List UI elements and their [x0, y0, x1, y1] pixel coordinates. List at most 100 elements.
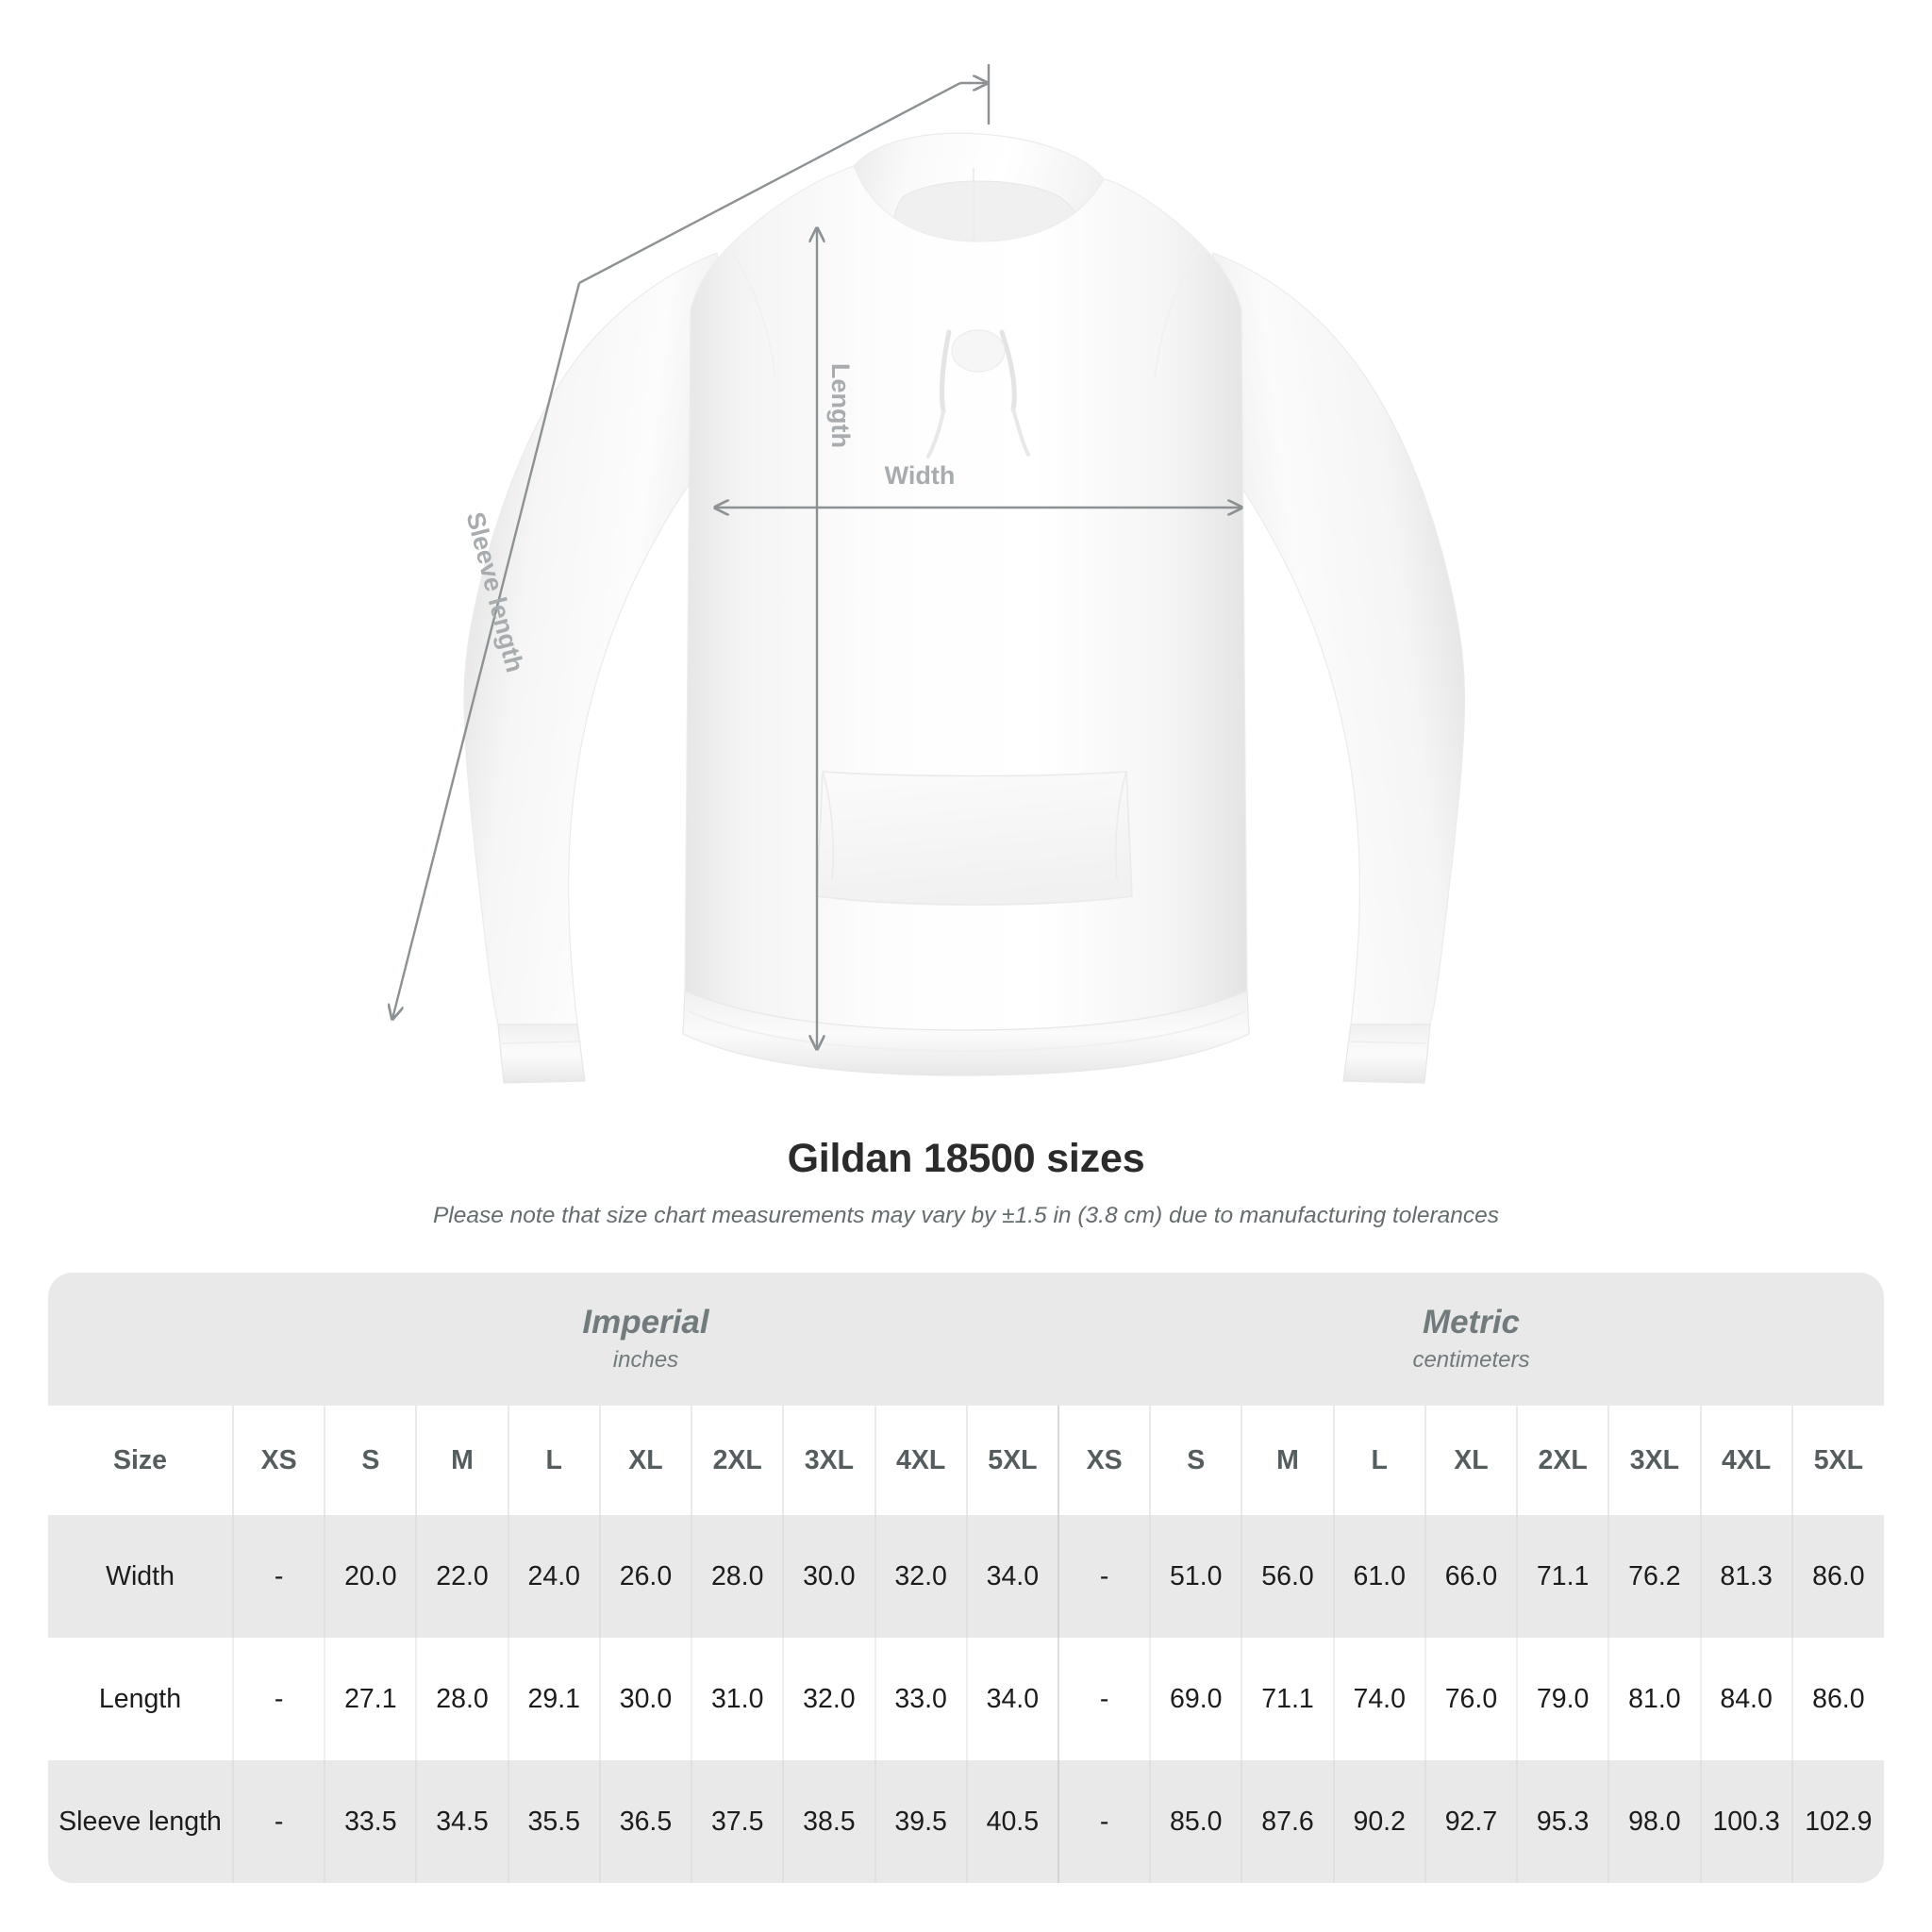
size-header-imperial-5xl: 5XL	[965, 1406, 1058, 1515]
cell-sleeve-imperial-s: 33.5	[324, 1760, 417, 1883]
cell-sleeve-imperial-xs: -	[231, 1760, 325, 1883]
size-header-imperial-xl: XL	[598, 1406, 692, 1515]
tolerance-note: Please note that size chart measurements…	[432, 1203, 1500, 1229]
width-label: Width	[885, 461, 956, 490]
cell-sleeve-metric-xs: -	[1057, 1760, 1151, 1883]
cell-length-metric-5xl: 86.0	[1790, 1638, 1884, 1760]
cell-width-imperial-l: 24.0	[507, 1515, 600, 1638]
size-header-imperial-m: M	[415, 1406, 508, 1515]
cell-width-imperial-5xl: 34.0	[965, 1515, 1058, 1638]
size-header-label: Size	[48, 1406, 233, 1515]
size-header-metric-l: L	[1332, 1406, 1425, 1515]
unit-sub-metric: centimeters	[1412, 1347, 1530, 1374]
cell-width-imperial-m: 22.0	[415, 1515, 508, 1638]
cell-length-metric-2xl: 79.0	[1516, 1638, 1609, 1760]
cell-length-imperial-xs: -	[231, 1638, 325, 1760]
cell-length-imperial-4xl: 33.0	[874, 1638, 967, 1760]
cell-width-metric-4xl: 81.3	[1699, 1515, 1792, 1638]
size-header-imperial-2xl: 2XL	[691, 1406, 784, 1515]
cell-length-metric-3xl: 81.0	[1607, 1638, 1701, 1760]
cell-length-imperial-5xl: 34.0	[965, 1638, 1058, 1760]
unit-name-imperial: Imperial	[582, 1303, 709, 1341]
cell-sleeve-imperial-xl: 36.5	[598, 1760, 692, 1883]
cell-length-metric-s: 69.0	[1149, 1638, 1242, 1760]
table-row: Width - 20.0 22.0 24.0 26.0 28.0 30.0 32…	[48, 1515, 1884, 1638]
unit-header-metric: Metric centimeters	[1058, 1273, 1884, 1406]
cell-length-imperial-m: 28.0	[415, 1638, 508, 1760]
cell-width-imperial-xl: 26.0	[598, 1515, 692, 1638]
cell-length-metric-m: 71.1	[1241, 1638, 1334, 1760]
cell-length-metric-l: 74.0	[1332, 1638, 1425, 1760]
size-header-metric-2xl: 2XL	[1516, 1406, 1609, 1515]
cell-length-metric-xs: -	[1057, 1638, 1151, 1760]
cell-sleeve-imperial-5xl: 40.5	[965, 1760, 1058, 1883]
garment-measurement-diagram: Length Width Sleeve length	[0, 64, 1466, 1084]
size-table: Imperial inches Metric centimeters Size …	[48, 1273, 1884, 1883]
cell-sleeve-metric-m: 87.6	[1241, 1760, 1334, 1883]
cell-width-metric-5xl: 86.0	[1790, 1515, 1884, 1638]
cell-sleeve-metric-2xl: 95.3	[1516, 1760, 1609, 1883]
cell-width-metric-m: 56.0	[1241, 1515, 1334, 1638]
cell-sleeve-imperial-l: 35.5	[507, 1760, 600, 1883]
measurement-annotations	[392, 64, 1241, 1049]
unit-header-spacer	[48, 1273, 233, 1406]
cell-sleeve-metric-4xl: 100.3	[1699, 1760, 1792, 1883]
row-label-width: Width	[48, 1515, 233, 1638]
size-header-imperial-3xl: 3XL	[782, 1406, 875, 1515]
cell-sleeve-metric-3xl: 98.0	[1607, 1760, 1701, 1883]
cell-sleeve-imperial-4xl: 39.5	[874, 1760, 967, 1883]
size-header-metric-s: S	[1149, 1406, 1242, 1515]
row-label-length: Length	[48, 1638, 233, 1760]
cell-sleeve-metric-5xl: 102.9	[1790, 1760, 1884, 1883]
cell-width-imperial-xs: -	[231, 1515, 325, 1638]
cell-width-imperial-2xl: 28.0	[691, 1515, 784, 1638]
cell-width-metric-xl: 66.0	[1424, 1515, 1518, 1638]
size-header-imperial-s: S	[324, 1406, 417, 1515]
unit-name-metric: Metric	[1422, 1303, 1521, 1341]
row-label-sleeve-length: Sleeve length	[48, 1760, 233, 1883]
cell-length-imperial-xl: 30.0	[598, 1638, 692, 1760]
size-header-metric-xl: XL	[1424, 1406, 1518, 1515]
cell-sleeve-imperial-m: 34.5	[415, 1760, 508, 1883]
size-header-metric-5xl: 5XL	[1790, 1406, 1884, 1515]
page-title: Gildan 18500 sizes	[787, 1136, 1145, 1181]
cell-width-metric-s: 51.0	[1149, 1515, 1242, 1638]
size-table-container: Imperial inches Metric centimeters Size …	[48, 1273, 1884, 1883]
unit-sub-imperial: inches	[612, 1347, 679, 1374]
cell-width-metric-2xl: 71.1	[1516, 1515, 1609, 1638]
cell-sleeve-metric-l: 90.2	[1332, 1760, 1425, 1883]
size-header-imperial-xs: XS	[231, 1406, 325, 1515]
size-header-metric-4xl: 4XL	[1699, 1406, 1792, 1515]
unit-header-imperial: Imperial inches	[233, 1273, 1058, 1406]
cell-width-metric-xs: -	[1057, 1515, 1151, 1638]
chart-heading: Gildan 18500 sizes Please note that size…	[0, 1136, 1932, 1230]
cell-width-imperial-3xl: 30.0	[782, 1515, 875, 1638]
cell-length-imperial-l: 29.1	[507, 1638, 600, 1760]
unit-header-row: Imperial inches Metric centimeters	[48, 1273, 1884, 1406]
cell-length-imperial-2xl: 31.0	[691, 1638, 784, 1760]
sleeve-length-dimension	[392, 64, 991, 1019]
cell-width-metric-3xl: 76.2	[1607, 1515, 1701, 1638]
size-header-metric-m: M	[1241, 1406, 1334, 1515]
hoodie-illustration	[463, 132, 1466, 1084]
table-row: Sleeve length - 33.5 34.5 35.5 36.5 37.5…	[48, 1760, 1884, 1883]
cell-width-metric-l: 61.0	[1332, 1515, 1425, 1638]
cell-length-imperial-3xl: 32.0	[782, 1638, 875, 1760]
size-header-metric-xs: XS	[1057, 1406, 1151, 1515]
cell-sleeve-metric-s: 85.0	[1149, 1760, 1242, 1883]
size-header-metric-3xl: 3XL	[1607, 1406, 1701, 1515]
size-header-imperial-4xl: 4XL	[874, 1406, 967, 1515]
size-header-row: Size XS S M L XL 2XL 3XL 4XL 5XL XS S M …	[48, 1406, 1884, 1515]
cell-sleeve-imperial-3xl: 38.5	[782, 1760, 875, 1883]
cell-sleeve-imperial-2xl: 37.5	[691, 1760, 784, 1883]
cell-length-imperial-s: 27.1	[324, 1638, 417, 1760]
cell-length-metric-xl: 76.0	[1424, 1638, 1518, 1760]
size-header-imperial-l: L	[507, 1406, 600, 1515]
length-label: Length	[826, 363, 855, 448]
cell-sleeve-metric-xl: 92.7	[1424, 1760, 1518, 1883]
table-row: Length - 27.1 28.0 29.1 30.0 31.0 32.0 3…	[48, 1638, 1884, 1760]
cell-width-imperial-s: 20.0	[324, 1515, 417, 1638]
cell-length-metric-4xl: 84.0	[1699, 1638, 1792, 1760]
cell-width-imperial-4xl: 32.0	[874, 1515, 967, 1638]
